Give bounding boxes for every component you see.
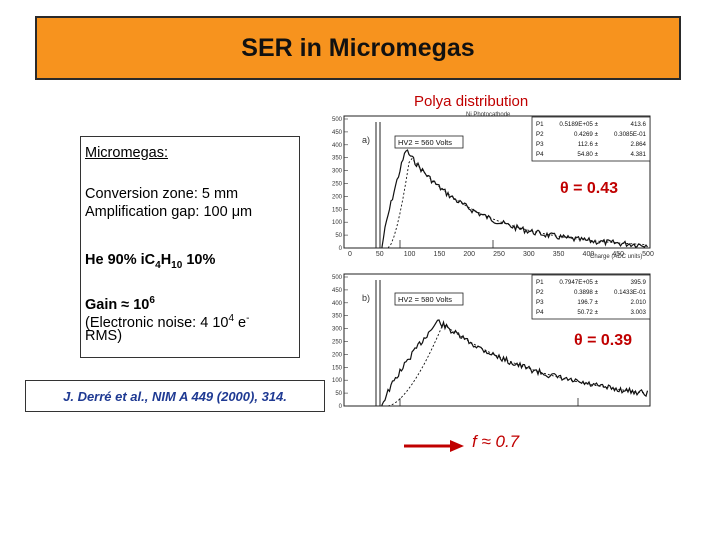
param-error: 4.381 bbox=[631, 151, 647, 158]
param-name: P1 bbox=[536, 279, 544, 286]
y-tick-label: 100 bbox=[332, 378, 343, 384]
y-tick-label: 500 bbox=[332, 117, 343, 123]
y-tick-label: 350 bbox=[332, 314, 343, 320]
param-value: 0.7947E+05 ± bbox=[559, 279, 598, 286]
x-tick-label: 250 bbox=[493, 251, 505, 258]
x-tick-label: 150 bbox=[434, 251, 446, 258]
y-tick-label: 50 bbox=[335, 391, 342, 397]
plot-a-photocathode: Ni Photocathode bbox=[466, 112, 511, 118]
param-value: 0.3898 ± bbox=[574, 289, 599, 296]
param-name: P1 bbox=[536, 121, 544, 128]
plot-a-params: P1 0.5189E+05 ± 413.6 P2 0.4269 ± 0.3085E-01 P… bbox=[536, 121, 647, 158]
param-name: P4 bbox=[536, 309, 544, 316]
x-tick-label: 100 bbox=[404, 251, 416, 258]
y-tick-label: 200 bbox=[332, 194, 343, 200]
y-tick-label: 200 bbox=[332, 352, 343, 358]
x-tick-label: 500 bbox=[642, 251, 654, 258]
param-value: 50.72 ± bbox=[577, 309, 598, 316]
y-tick-label: 450 bbox=[332, 130, 343, 136]
y-tick-label: 400 bbox=[332, 301, 343, 307]
y-tick-label: 150 bbox=[332, 365, 343, 371]
y-tick-label: 500 bbox=[332, 275, 343, 281]
y-tick-label: 0 bbox=[339, 246, 343, 252]
y-tick-label: 100 bbox=[332, 220, 343, 226]
param-value: 196.7 ± bbox=[577, 299, 598, 306]
param-value: 0.4269 ± bbox=[574, 131, 599, 138]
theta-b: θ = 0.39 bbox=[574, 332, 633, 349]
plot-a-fit bbox=[387, 157, 647, 249]
x-tick-label: 300 bbox=[523, 251, 535, 258]
plot-a-hv: HV2 = 560 Volts bbox=[398, 138, 452, 147]
slide-title: SER in Micromegas bbox=[241, 33, 475, 62]
plot-a-x-ticks: 0 50 100 150 200 250 300 350 400 450 500 bbox=[348, 251, 654, 258]
y-tick-label: 300 bbox=[332, 169, 343, 175]
plot-a-x-label: Charge (ADC units) bbox=[590, 254, 642, 260]
reference-citation: J. Derré et al., NIM A 449 (2000), 314. bbox=[25, 380, 325, 412]
info-heading: Micromegas: bbox=[85, 145, 168, 161]
x-tick-label: 200 bbox=[463, 251, 475, 258]
y-tick-label: 150 bbox=[332, 207, 343, 213]
param-error: 413.6 bbox=[631, 121, 647, 128]
f-value: f ≈ 0.7 bbox=[472, 432, 520, 451]
y-tick-label: 400 bbox=[332, 143, 343, 149]
info-noise: (Electronic noise: 4 104 e- bbox=[85, 313, 250, 331]
info-amplification-gap: Amplification gap: 100 μm bbox=[85, 204, 253, 220]
info-conversion-zone: Conversion zone: 5 mm bbox=[85, 186, 239, 202]
info-box bbox=[80, 136, 300, 358]
x-tick-label: 450 bbox=[612, 251, 624, 258]
polya-label: Polya distribution bbox=[414, 93, 529, 110]
y-tick-label: 300 bbox=[332, 327, 343, 333]
info-gas-mixture: He 90% iC4H10 10% bbox=[85, 252, 216, 271]
y-tick-label: 350 bbox=[332, 156, 343, 162]
y-tick-label: 0 bbox=[339, 404, 343, 408]
title-banner: SER in Micromegas bbox=[35, 16, 681, 80]
plot-a-panel-label: a) bbox=[362, 135, 370, 145]
param-name: P2 bbox=[536, 131, 544, 138]
y-tick-label: 50 bbox=[335, 233, 342, 239]
y-tick-label: 450 bbox=[332, 288, 343, 294]
plot-b-histogram bbox=[381, 319, 649, 406]
param-error: 2.864 bbox=[631, 141, 647, 148]
param-value: 0.5189E+05 ± bbox=[559, 121, 598, 128]
param-error: 3.003 bbox=[631, 309, 647, 316]
param-error: 2.010 bbox=[631, 299, 647, 306]
x-tick-label: 0 bbox=[348, 251, 352, 258]
plot-b-fit bbox=[387, 325, 647, 407]
plot-b-panel-label: b) bbox=[362, 293, 370, 303]
param-name: P2 bbox=[536, 289, 544, 296]
param-name: P4 bbox=[536, 151, 544, 158]
arrow-right-icon bbox=[404, 440, 464, 452]
x-tick-label: 350 bbox=[553, 251, 565, 258]
info-noise-rms: RMS) bbox=[85, 328, 123, 344]
param-error: 0.1433E-01 bbox=[614, 289, 647, 296]
param-error: 395.9 bbox=[631, 279, 647, 286]
param-value: 112.6 ± bbox=[578, 141, 599, 148]
y-tick-label: 250 bbox=[332, 182, 343, 188]
param-name: P3 bbox=[536, 141, 544, 148]
x-tick-label: 50 bbox=[376, 251, 384, 258]
theta-a: θ = 0.43 bbox=[560, 180, 619, 197]
param-name: P3 bbox=[536, 299, 544, 306]
plot-b-params: P1 0.7947E+05 ± 395.9 P2 0.3898 ± 0.1433E-01 P… bbox=[536, 279, 647, 316]
y-tick-label: 250 bbox=[332, 340, 343, 346]
param-value: 54.80 ± bbox=[577, 151, 598, 158]
plot-b-hv: HV2 = 580 Volts bbox=[398, 295, 452, 304]
info-gain: Gain ≈ 106 bbox=[85, 295, 155, 313]
param-error: 0.3085E-01 bbox=[614, 131, 647, 138]
x-tick-label: 400 bbox=[583, 251, 595, 258]
